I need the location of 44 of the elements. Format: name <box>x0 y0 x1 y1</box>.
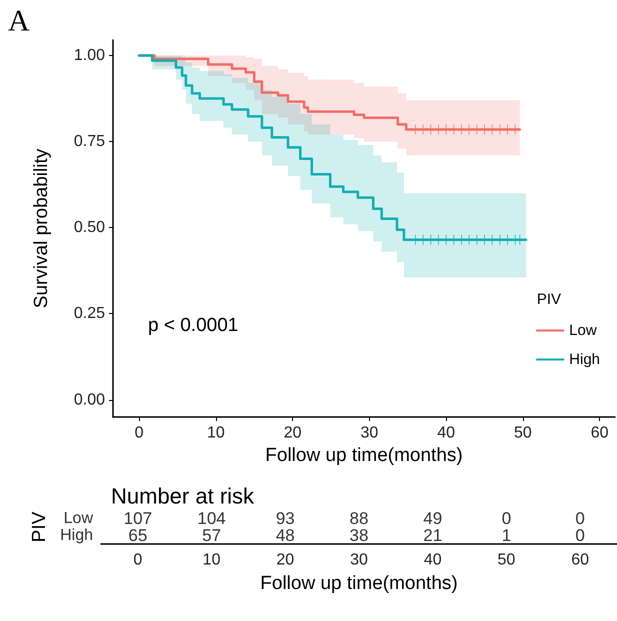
legend-label: High <box>569 351 600 368</box>
data-label: 93 <box>276 509 295 528</box>
chart-title: Number at risk <box>111 484 256 508</box>
data-label: 57 <box>202 526 222 545</box>
x-tick-label: 10 <box>202 552 221 568</box>
data-label: 38 <box>350 526 368 545</box>
annotation: p < 0.0001 <box>148 315 238 336</box>
x-tick-label: 0 <box>134 424 144 442</box>
x-tick-label: 30 <box>350 552 368 568</box>
data-label: 49 <box>423 509 442 528</box>
legend-title: PIV <box>536 291 562 308</box>
data-label: 1 <box>502 526 512 545</box>
x-tick-label: 50 <box>514 424 532 442</box>
y-tick-label: 1.00 <box>74 46 106 64</box>
x-axis-title: Follow up time(months) <box>265 444 463 466</box>
data-label: 107 <box>124 509 152 528</box>
x-tick-label: 20 <box>276 552 294 568</box>
y-tick-label: Low <box>64 510 94 527</box>
data-label: 48 <box>276 526 295 545</box>
x-axis-title: Follow up time(months) <box>260 573 458 594</box>
data-label: 21 <box>423 526 442 545</box>
x-tick-label: 60 <box>571 552 590 568</box>
data-label: 88 <box>350 509 368 528</box>
x-tick-label: 0 <box>133 552 142 568</box>
y-axis-title: Survival probability <box>31 148 52 308</box>
data-label: 0 <box>575 509 585 528</box>
data-label: 0 <box>575 526 585 545</box>
data-label: 104 <box>197 509 226 528</box>
x-tick-label: 20 <box>284 424 302 442</box>
x-tick-label: 10 <box>206 424 225 442</box>
x-tick-label: 50 <box>498 552 516 568</box>
y-tick-label: 0.00 <box>74 391 106 408</box>
x-tick-label: 40 <box>437 424 456 442</box>
y-tick-label: 0.25 <box>74 305 106 322</box>
legend-label: Low <box>569 322 597 339</box>
data-label: 0 <box>502 509 512 528</box>
data-label: 65 <box>128 526 148 545</box>
x-tick-label: 60 <box>590 424 609 442</box>
x-tick-label: 30 <box>360 424 378 442</box>
text: A <box>8 4 30 38</box>
y-axis-title: PIV <box>29 511 50 542</box>
y-tick-label: 0.50 <box>74 219 106 236</box>
y-tick-label: 0.75 <box>74 133 106 150</box>
x-tick-label: 40 <box>424 552 442 568</box>
